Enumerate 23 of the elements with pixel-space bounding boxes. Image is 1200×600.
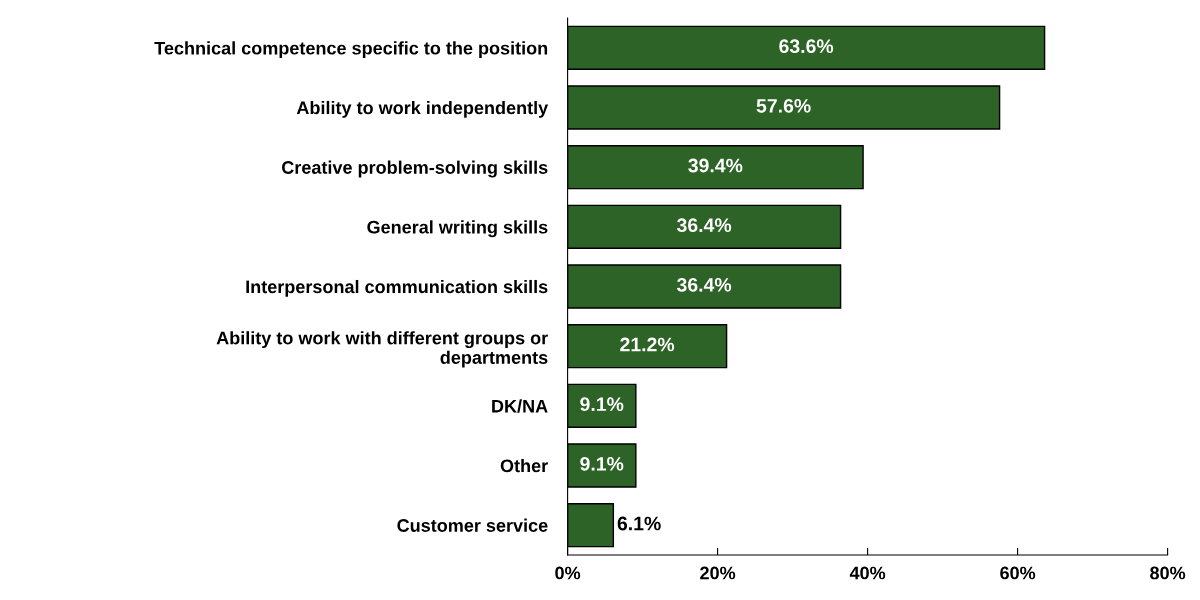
x-tick-label: 40% bbox=[849, 566, 886, 580]
y-tick-label: Creative problem-solving skills bbox=[282, 160, 548, 178]
y-tick-label: General writing skills bbox=[367, 220, 548, 238]
data-label: 9.1% bbox=[580, 456, 624, 471]
y-tick-label: Customer service bbox=[397, 518, 548, 532]
data-label: 39.4% bbox=[688, 158, 743, 173]
y-tick-label: Other bbox=[500, 458, 548, 473]
y-tick-label: Technical competence specific to the position bbox=[154, 41, 548, 59]
y-tick-label: Ability to work independently bbox=[296, 100, 549, 118]
x-tick-label: 20% bbox=[700, 566, 736, 580]
data-label: 63.6% bbox=[779, 39, 834, 54]
data-label: 6.1% bbox=[617, 516, 661, 531]
data-label: 57.6% bbox=[756, 98, 811, 113]
data-label: 36.4% bbox=[676, 277, 732, 292]
data-label: 21.2% bbox=[620, 337, 675, 352]
y-tick-label: Ability to work with different groups or departments bbox=[216, 331, 548, 368]
x-tick-label: 60% bbox=[1000, 566, 1036, 580]
data-label: 9.1% bbox=[580, 397, 624, 412]
y-tick-label: Interpersonal communication skills bbox=[246, 279, 548, 297]
data-label: 36.4% bbox=[676, 218, 732, 233]
x-tick-label: 0% bbox=[555, 566, 581, 580]
x-tick-label: 80% bbox=[1150, 566, 1186, 580]
y-tick-label: DK/NA bbox=[492, 399, 548, 413]
